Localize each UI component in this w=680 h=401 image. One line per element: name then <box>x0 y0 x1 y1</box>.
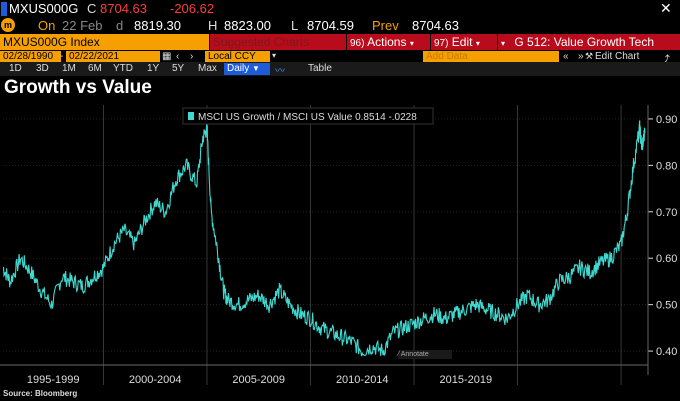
frequency-select[interactable]: Daily ▼ <box>224 63 270 75</box>
legend-swatch <box>188 112 194 120</box>
frequency-chevron-icon: ▼ <box>252 64 260 73</box>
legend-text: MSCI US Growth / MSCI US Value 0.8514 -.… <box>198 112 417 123</box>
actions-label: Actions <box>367 35 407 49</box>
y-tick-label: 0.80 <box>656 160 677 172</box>
prev-price: 8704.63 <box>412 18 459 33</box>
security-field[interactable]: MXUS000G Index <box>0 34 209 50</box>
actions-chevron-icon: ▾ <box>409 39 414 48</box>
period-ytd[interactable]: YTD <box>113 63 133 74</box>
close-window-icon[interactable]: ✕ <box>660 0 672 16</box>
prev-period-icon[interactable]: ‹ <box>176 51 180 62</box>
edit-menu[interactable]: 97) Edit ▾ <box>431 34 497 50</box>
edit-chart-button[interactable]: Edit Chart <box>595 51 640 62</box>
y-tick-label: 0.50 <box>656 300 677 312</box>
prev-label: Prev <box>372 18 399 33</box>
open-price: 8819.30 <box>134 18 181 33</box>
start-date-field[interactable]: 02/28/1990 <box>0 51 61 62</box>
chart-name-chevron-icon: ▾ <box>501 39 506 48</box>
currency-label: Local CCY <box>208 51 256 62</box>
ticker-marker <box>1 2 7 16</box>
chart[interactable]: 0.40 0.50 0.60 0.70 0.80 0.90 1995-1999 2000-2… <box>0 100 680 390</box>
chart-name: G 512: Value Growth Tech <box>514 35 654 49</box>
annotate-label: Annotate <box>400 351 429 358</box>
x-category-label: 1995-1999 <box>27 374 80 386</box>
ticker[interactable]: MXUS000G <box>9 1 79 16</box>
on-label: On <box>38 18 56 33</box>
period-6m[interactable]: 6M <box>88 63 102 74</box>
period-bar: 1D 3D 1M 6M YTD 1Y 5Y Max Daily ▼ 〰 Tabl… <box>0 62 680 77</box>
wrench-icon[interactable]: ⚒ <box>585 51 594 61</box>
price-change: -206.62 <box>170 1 215 16</box>
close-price: 8704.63 <box>100 1 147 16</box>
quote-date: 22 Feb <box>62 18 103 33</box>
d-label: d <box>116 18 124 33</box>
y-tick-label: 0.70 <box>656 207 677 219</box>
ticker-bar: MXUS000G C 8704.63 -206.62 ✕ <box>0 0 680 18</box>
legend-box <box>182 107 434 125</box>
edit-chevron-icon: ▾ <box>475 39 480 48</box>
chart-name-menu[interactable]: ▾ G 512: Value Growth Tech <box>498 34 680 50</box>
high-label: H <box>208 18 218 33</box>
x-category-label: 2010-2014 <box>336 374 389 386</box>
date-separator: - <box>60 51 64 62</box>
annotate-button[interactable]: ⁄ Annotate <box>398 350 452 359</box>
calendar-icon[interactable]: ▦ <box>162 51 172 62</box>
frequency-label: Daily <box>227 63 250 74</box>
period-1d[interactable]: 1D <box>9 63 22 74</box>
quote-bar: m On 22 Feb d 8819.30 H 8823.00 L 8704.5… <box>0 18 680 35</box>
period-1y[interactable]: 1Y <box>147 63 160 74</box>
next-period-icon[interactable]: › <box>190 51 194 62</box>
period-max[interactable]: Max <box>198 63 217 74</box>
line-chart-icon[interactable]: 〰 <box>275 66 285 77</box>
edit-label: Edit <box>451 35 473 49</box>
currency-select[interactable]: Local CCY <box>205 51 270 62</box>
end-date-field[interactable]: 02/22/2021 <box>66 51 160 62</box>
actions-menu[interactable]: 96) Actions ▾ <box>347 34 430 50</box>
date-range-bar: 02/28/1990 - 02/22/2021 ▦ ‹ › Local CCY … <box>0 51 680 66</box>
series-line <box>2 120 646 357</box>
low-price: 8704.59 <box>307 18 354 33</box>
chart-title: Growth vs Value <box>4 77 152 98</box>
low-label: L <box>291 18 299 33</box>
edit-number: 97) <box>434 38 449 49</box>
expand-icon[interactable]: » <box>578 51 584 62</box>
x-category-label: 2005-2009 <box>232 374 285 386</box>
period-3d[interactable]: 3D <box>36 63 49 74</box>
bloomberg-logo-icon: m <box>1 18 15 32</box>
table-button[interactable]: Table <box>308 63 332 74</box>
x-category-label: 2015-2019 <box>439 374 492 386</box>
y-tick-label: 0.40 <box>656 346 677 358</box>
y-tick-label: 0.60 <box>656 253 677 265</box>
high-price: 8823.00 <box>224 18 271 33</box>
close-label: C <box>87 1 97 16</box>
period-5y[interactable]: 5Y <box>172 63 185 74</box>
collapse-icon[interactable]: « <box>563 51 569 62</box>
period-1m[interactable]: 1M <box>62 63 76 74</box>
annotate-icon: ⁄ <box>398 351 400 358</box>
add-data-input[interactable]: Add Data <box>423 51 559 62</box>
suggested-charts-button[interactable]: Suggested Charts <box>210 34 346 50</box>
x-category-label: 2000-2004 <box>129 374 182 386</box>
currency-chevron-icon[interactable]: ▾ <box>272 51 277 60</box>
source-note: Source: Bloomberg <box>3 389 78 398</box>
toolbar: MXUS000G Index Suggested Charts 96) Acti… <box>0 34 680 51</box>
export-icon[interactable]: ⤴ <box>660 55 670 66</box>
actions-number: 96) <box>350 38 365 49</box>
y-tick-label: 0.90 <box>656 114 677 126</box>
